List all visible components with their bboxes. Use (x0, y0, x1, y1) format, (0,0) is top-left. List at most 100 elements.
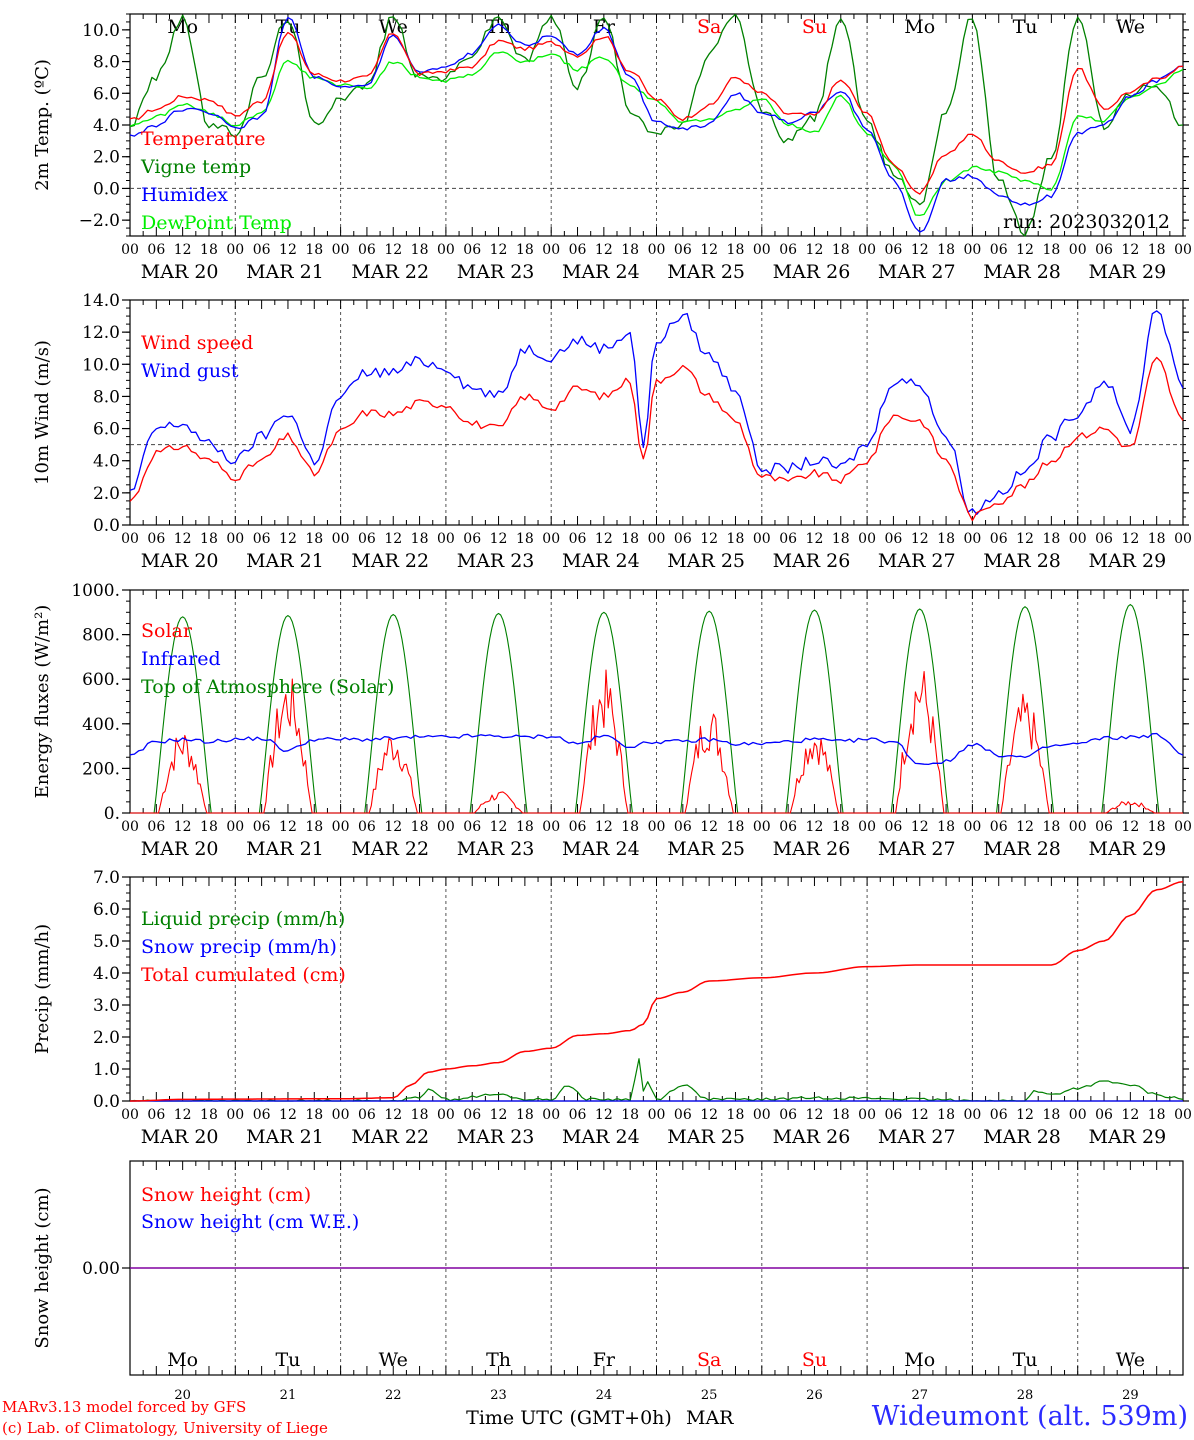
hour-tick-label: 00 (1174, 1107, 1192, 1123)
legend-entry: Snow height (cm W.E.) (141, 1211, 359, 1233)
date-label: MAR 23 (457, 550, 535, 572)
date-label: MAR 26 (773, 838, 851, 860)
wind-panel: 14.0 12.0 10.0 8.0 6.0 4.0 2.0 0.0 10m Wind (m/s… (32, 291, 1192, 572)
weekday-label: Fr (593, 1349, 616, 1371)
hour-tick-label: 00 (332, 531, 350, 547)
hour-tick-label: 00 (858, 1107, 876, 1123)
date-label: MAR 27 (878, 838, 956, 860)
y-tick-label: 6.0 (93, 84, 120, 104)
hour-tick-label: 18 (200, 242, 218, 258)
y-axis-label: 10m Wind (m/s) (32, 340, 53, 485)
hour-tick-label: 12 (384, 242, 402, 258)
date-label: MAR 27 (878, 1126, 956, 1148)
hour-tick-label: 06 (1095, 1107, 1113, 1123)
hour-tick-label: 12 (174, 531, 192, 547)
legend-entry: Humidex (141, 184, 228, 206)
hour-tick-label: 00 (753, 242, 771, 258)
y-axis-label: Energy fluxes (W/m²) (32, 605, 53, 799)
hour-tick-label: 00 (542, 531, 560, 547)
hour-tick-label: 18 (621, 242, 639, 258)
hour-tick-label: 06 (885, 531, 903, 547)
hour-tick-label: 06 (569, 531, 587, 547)
hour-tick-label: 06 (147, 531, 165, 547)
date-label: MAR 20 (141, 261, 219, 283)
hour-tick-label: 18 (832, 242, 850, 258)
hour-tick-label: 06 (253, 1107, 271, 1123)
hour-tick-label: 18 (832, 1107, 850, 1123)
hour-tick-label: 06 (990, 1107, 1008, 1123)
hour-tick-label: 00 (1069, 531, 1087, 547)
date-label: MAR 21 (246, 550, 324, 572)
weekday-label: We (1116, 16, 1145, 38)
energy-flux-panel: 1000. 800. 600. 400. 200. 0. Energy fluxes (W/… (32, 581, 1192, 860)
date-label: MAR 25 (667, 838, 745, 860)
hour-tick-label: 12 (806, 819, 824, 835)
hour-tick-label: 06 (253, 531, 271, 547)
date-label: MAR 24 (562, 838, 640, 860)
hour-tick-label: 06 (358, 819, 376, 835)
hour-tick-label: 00 (1069, 819, 1087, 835)
hour-tick-label: 12 (1016, 531, 1034, 547)
y-tick-label: 400. (82, 715, 120, 735)
hour-tick-label: 00 (963, 242, 981, 258)
hour-tick-label: 00 (437, 531, 455, 547)
legend-entry: Infrared (141, 648, 221, 670)
hour-tick-label: 12 (595, 1107, 613, 1123)
legend-entry: Solar (141, 620, 193, 642)
hour-tick-label: 06 (569, 242, 587, 258)
hour-tick-label: 12 (700, 531, 718, 547)
y-tick-label: 10.0 (82, 355, 120, 375)
hour-tick-label: 00 (542, 242, 560, 258)
hour-tick-label: 00 (648, 531, 666, 547)
y-axis-label: Precip (mm/h) (32, 924, 53, 1054)
day-number-label: 25 (701, 1388, 718, 1403)
hour-tick-label: 00 (226, 1107, 244, 1123)
date-label: MAR 22 (351, 550, 429, 572)
hour-tick-label: 00 (753, 531, 771, 547)
hour-tick-label: 18 (937, 819, 955, 835)
hour-tick-label: 12 (1121, 242, 1139, 258)
hour-tick-label: 12 (279, 531, 297, 547)
day-number-label: 23 (490, 1388, 507, 1403)
hour-tick-label: 12 (279, 1107, 297, 1123)
hour-tick-label: 12 (174, 242, 192, 258)
hour-tick-label: 00 (1174, 242, 1192, 258)
hour-tick-label: 12 (1121, 531, 1139, 547)
date-label: MAR 28 (983, 838, 1061, 860)
day-number-label: 22 (385, 1388, 402, 1403)
hour-tick-label: 18 (411, 242, 429, 258)
hour-tick-label: 06 (569, 819, 587, 835)
hour-tick-label: 06 (463, 531, 481, 547)
y-tick-label: 12.0 (82, 323, 120, 343)
hour-tick-label: 18 (200, 531, 218, 547)
weekday-label: Mo (904, 16, 935, 38)
hour-tick-label: 18 (305, 819, 323, 835)
snow-height-panel: 0.00 Snow height (cm) Snow height (cm) Snow… (32, 1160, 1189, 1403)
hour-tick-label: 00 (121, 531, 139, 547)
weekday-label: Sa (697, 16, 721, 38)
y-tick-label: 0.0 (93, 179, 120, 199)
weekday-label: Su (802, 1349, 827, 1371)
weekday-label: Sa (697, 1349, 721, 1371)
hour-tick-label: 00 (858, 531, 876, 547)
month-label: MAR (686, 1407, 734, 1429)
hour-tick-label: 06 (253, 242, 271, 258)
hour-tick-label: 06 (779, 242, 797, 258)
hour-tick-label: 00 (963, 531, 981, 547)
hour-tick-label: 06 (779, 1107, 797, 1123)
date-label: MAR 20 (141, 1126, 219, 1148)
hour-tick-label: 06 (674, 1107, 692, 1123)
hour-tick-label: 00 (226, 242, 244, 258)
hour-tick-label: 18 (516, 531, 534, 547)
hour-tick-label: 06 (674, 819, 692, 835)
hour-tick-label: 18 (621, 1107, 639, 1123)
hour-tick-label: 00 (753, 819, 771, 835)
date-label: MAR 22 (351, 838, 429, 860)
hour-tick-label: 06 (990, 819, 1008, 835)
hour-tick-label: 06 (569, 1107, 587, 1123)
hour-tick-label: 00 (858, 819, 876, 835)
date-label: MAR 21 (246, 261, 324, 283)
hour-tick-label: 00 (332, 819, 350, 835)
date-label: MAR 29 (1088, 1126, 1166, 1148)
